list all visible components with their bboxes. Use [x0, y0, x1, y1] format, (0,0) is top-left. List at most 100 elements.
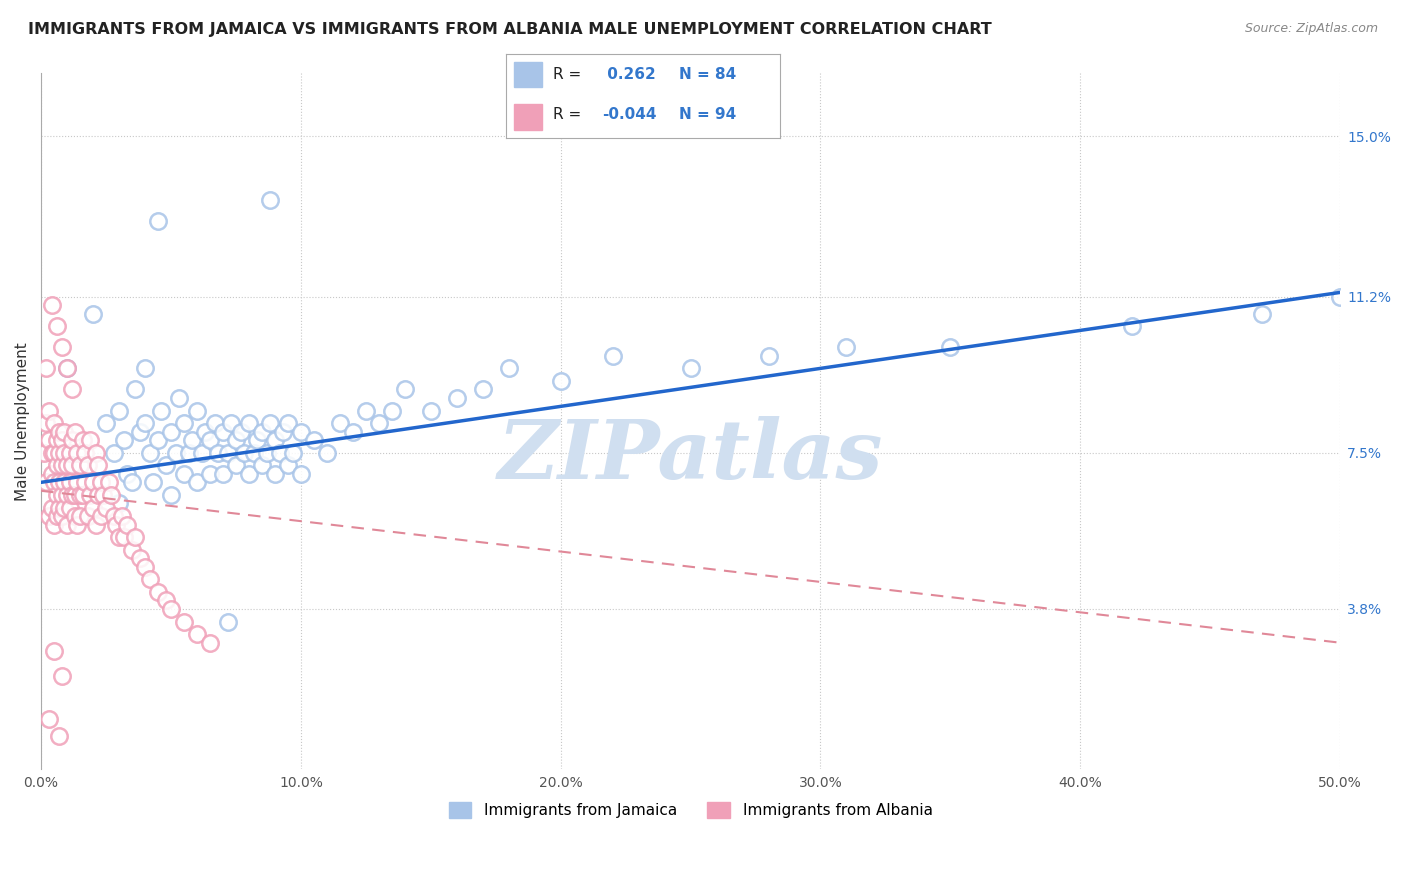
- Point: [51, 509, 73, 524]
- Point: [128, 425, 150, 439]
- Point: [134, 559, 156, 574]
- Point: [90, 509, 112, 524]
- Point: [115, 467, 138, 481]
- Point: [72, 488, 94, 502]
- Point: [56, 488, 79, 502]
- Point: [51, 458, 73, 473]
- Point: [72, 433, 94, 447]
- Point: [243, 446, 266, 460]
- Point: [76, 509, 98, 524]
- Point: [155, 458, 177, 473]
- Point: [212, 425, 235, 439]
- Point: [160, 488, 183, 502]
- Point: [79, 433, 101, 447]
- Point: [35, 475, 58, 490]
- Point: [277, 458, 299, 473]
- Point: [1121, 319, 1143, 334]
- Point: [82, 475, 104, 490]
- Point: [51, 488, 73, 502]
- Point: [45, 488, 67, 502]
- Point: [173, 615, 195, 629]
- Point: [87, 458, 110, 473]
- Point: [679, 361, 702, 376]
- Point: [84, 517, 107, 532]
- Point: [155, 593, 177, 607]
- Point: [66, 446, 89, 460]
- Point: [53, 475, 76, 490]
- Point: [225, 458, 247, 473]
- Point: [41, 298, 63, 312]
- Point: [53, 500, 76, 515]
- Point: [602, 349, 624, 363]
- Point: [59, 446, 82, 460]
- Point: [59, 475, 82, 490]
- Point: [45, 433, 67, 447]
- FancyBboxPatch shape: [515, 62, 541, 87]
- Point: [180, 433, 202, 447]
- Point: [112, 530, 135, 544]
- Point: [60, 488, 83, 502]
- Point: [342, 425, 364, 439]
- Point: [238, 467, 260, 481]
- Point: [94, 416, 117, 430]
- Point: [48, 475, 70, 490]
- Point: [381, 403, 404, 417]
- Point: [108, 530, 131, 544]
- Point: [146, 433, 169, 447]
- Point: [56, 458, 79, 473]
- Point: [198, 636, 221, 650]
- Point: [146, 213, 169, 227]
- Point: [82, 306, 104, 320]
- Point: [42, 446, 65, 460]
- Point: [42, 644, 65, 658]
- Point: [1329, 290, 1351, 304]
- Point: [121, 542, 143, 557]
- Point: [198, 433, 221, 447]
- Point: [97, 475, 120, 490]
- Point: [76, 458, 98, 473]
- Text: ZIPatlas: ZIPatlas: [498, 416, 883, 496]
- Text: R =: R =: [553, 67, 581, 82]
- Point: [82, 500, 104, 515]
- Point: [124, 383, 146, 397]
- Point: [66, 517, 89, 532]
- Point: [471, 383, 494, 397]
- Point: [246, 433, 269, 447]
- Point: [173, 467, 195, 481]
- Point: [160, 425, 183, 439]
- Point: [111, 509, 134, 524]
- Point: [69, 458, 91, 473]
- Point: [45, 509, 67, 524]
- Point: [63, 509, 86, 524]
- Point: [100, 488, 122, 502]
- Point: [250, 458, 273, 473]
- Text: N = 94: N = 94: [679, 107, 737, 122]
- Point: [75, 446, 97, 460]
- Point: [173, 416, 195, 430]
- Point: [367, 416, 389, 430]
- Point: [264, 433, 287, 447]
- Point: [63, 488, 86, 502]
- Point: [108, 403, 131, 417]
- Point: [45, 458, 67, 473]
- Point: [60, 433, 83, 447]
- Point: [271, 425, 294, 439]
- Point: [264, 467, 287, 481]
- Point: [498, 361, 520, 376]
- Point: [134, 361, 156, 376]
- Point: [41, 446, 63, 460]
- Point: [60, 458, 83, 473]
- Point: [38, 712, 60, 726]
- Point: [51, 340, 73, 354]
- Point: [259, 416, 281, 430]
- Point: [53, 446, 76, 460]
- Point: [217, 446, 239, 460]
- Point: [165, 446, 187, 460]
- Point: [124, 530, 146, 544]
- Point: [32, 446, 55, 460]
- Point: [231, 425, 253, 439]
- Point: [758, 349, 780, 363]
- Point: [42, 517, 65, 532]
- Point: [256, 446, 278, 460]
- Point: [167, 391, 190, 405]
